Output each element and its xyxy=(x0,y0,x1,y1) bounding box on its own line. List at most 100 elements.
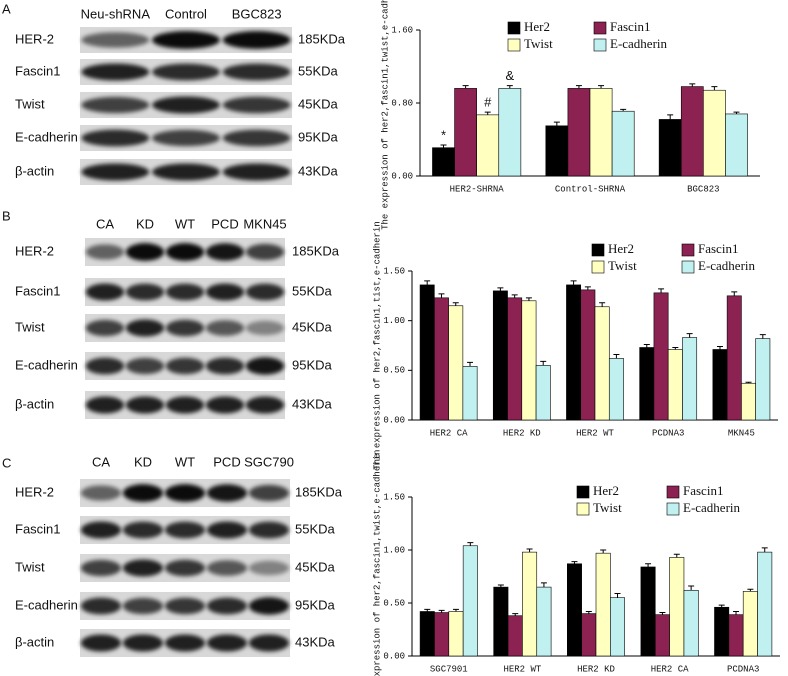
bar xyxy=(725,113,748,177)
error-bar xyxy=(673,553,680,558)
y-tick-label: 0.00 xyxy=(383,415,405,425)
y-tick-label: 1.60 xyxy=(391,25,413,35)
bar xyxy=(683,589,699,657)
x-tick-label: HER2 CA xyxy=(430,428,468,438)
blot-band xyxy=(80,485,122,501)
size-label: 45KDa xyxy=(295,559,336,574)
y-tick-label: 1.00 xyxy=(383,545,405,555)
error-bar xyxy=(761,547,768,553)
bar xyxy=(448,305,464,421)
blot-band xyxy=(222,31,291,49)
blot-band xyxy=(206,597,248,615)
bar xyxy=(566,563,582,657)
legend-swatch xyxy=(576,485,590,499)
bar xyxy=(755,338,771,421)
bar xyxy=(595,552,611,657)
x-tick-label: HER2 CA xyxy=(651,664,689,674)
x-tick-label: BGC823 xyxy=(687,184,719,194)
protein-label: Twist xyxy=(15,559,45,574)
legend-label: E-cadherin xyxy=(683,500,741,515)
size-label: 95KDa xyxy=(292,357,333,372)
legend-label: Fascin1 xyxy=(610,19,650,34)
blot-band xyxy=(122,521,164,539)
blot-band xyxy=(245,283,285,301)
error-bar xyxy=(645,563,652,567)
lane-label: MKN45 xyxy=(243,216,286,231)
protein-label: Fascin1 xyxy=(15,63,61,78)
blot-band xyxy=(165,319,205,337)
bar xyxy=(462,366,478,421)
blot-band xyxy=(165,396,205,414)
blot-band xyxy=(80,634,122,652)
y-tick-label: 0.80 xyxy=(391,98,413,108)
legend-swatch xyxy=(593,21,607,35)
blot-band xyxy=(245,243,285,261)
blot-band xyxy=(165,283,205,301)
legend-swatch xyxy=(666,485,680,499)
legend-label: E-cadherin xyxy=(610,36,668,51)
size-label: 55KDa xyxy=(292,283,333,298)
error-bar xyxy=(745,381,752,384)
x-tick-label: PCDNA3 xyxy=(727,664,759,674)
blot-band xyxy=(122,634,164,652)
legend-label: E-cadherin xyxy=(698,258,756,273)
error-bar xyxy=(658,288,665,293)
error-bar xyxy=(643,344,650,348)
error-bar xyxy=(424,608,431,612)
bar xyxy=(714,606,730,657)
legend-swatch xyxy=(591,243,605,257)
legend-label: Fascin1 xyxy=(698,241,738,256)
lane-label: KD xyxy=(134,454,152,469)
lane-label: CA xyxy=(96,216,114,231)
error-bar xyxy=(511,294,518,298)
blot-band xyxy=(222,96,291,114)
bar xyxy=(581,613,597,657)
y-axis-label: The expression of her2,fascin1,twist,e-c… xyxy=(380,0,390,230)
legend-label: Twist xyxy=(524,36,553,51)
size-label: 43KDa xyxy=(292,396,333,411)
blot-band xyxy=(125,319,165,337)
blot-band xyxy=(81,32,150,48)
error-bar xyxy=(686,333,693,338)
bar xyxy=(493,586,509,657)
blot-band xyxy=(125,283,165,301)
blot-band xyxy=(122,559,164,577)
error-bar xyxy=(526,548,533,553)
blot-band xyxy=(81,163,150,181)
bar xyxy=(522,551,538,657)
blot-band xyxy=(152,163,220,181)
lane-label: BGC823 xyxy=(232,6,282,21)
error-bar xyxy=(688,585,695,591)
error-bar xyxy=(540,582,547,588)
blot-band xyxy=(222,163,291,181)
bar xyxy=(545,125,569,177)
bar xyxy=(432,147,455,177)
blot-band xyxy=(85,319,125,337)
bar xyxy=(589,88,613,177)
error-bar xyxy=(599,302,606,307)
blot-band xyxy=(206,634,248,652)
bar xyxy=(567,88,591,177)
legend-label: Twist xyxy=(608,258,637,273)
bar xyxy=(566,284,582,421)
bar xyxy=(498,88,522,177)
error-bar xyxy=(575,85,582,89)
bar xyxy=(610,597,626,657)
error-bar xyxy=(462,85,469,89)
bar xyxy=(654,614,670,657)
blot-band xyxy=(164,484,206,502)
lane-label: PCD xyxy=(211,216,238,231)
annotation: & xyxy=(505,68,514,83)
blot-band xyxy=(80,559,122,577)
lane-label: CA xyxy=(92,454,110,469)
error-bar xyxy=(512,613,519,616)
size-label: 55KDa xyxy=(295,521,336,536)
protein-label: E-cadherin xyxy=(15,129,78,144)
protein-label: HER-2 xyxy=(15,484,54,499)
bar xyxy=(667,349,683,421)
bar xyxy=(658,119,682,177)
size-label: 185KDa xyxy=(295,484,343,499)
blot-band xyxy=(85,244,125,260)
blot-band xyxy=(206,560,248,576)
blot-band xyxy=(81,63,150,81)
